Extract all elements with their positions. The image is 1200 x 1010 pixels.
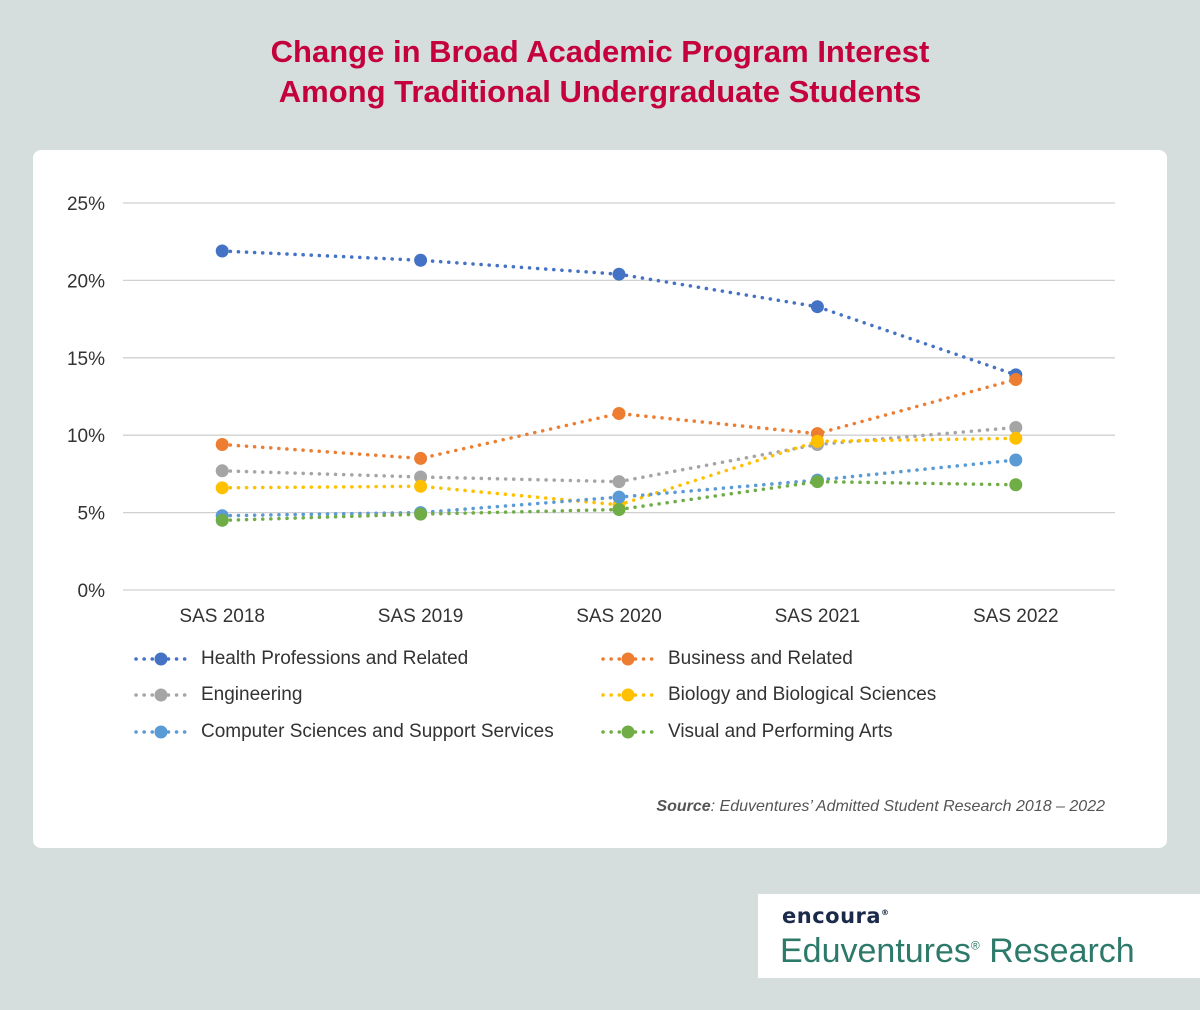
- legend-item: Health Professions and Related: [133, 647, 468, 671]
- legend-label: Health Professions and Related: [201, 648, 469, 669]
- data-point: [414, 470, 428, 484]
- legend-label: Biology and Biological Sciences: [668, 684, 937, 705]
- data-point: [612, 407, 626, 421]
- x-tick-label: SAS 2019: [378, 606, 464, 627]
- data-point: [612, 267, 626, 281]
- source-note: Source: Eduventures’ Admitted Student Re…: [656, 798, 1105, 816]
- brand-name: Eduventures: [780, 932, 971, 970]
- legend-swatch-marker: [154, 725, 168, 739]
- legend-swatch: [134, 725, 188, 739]
- data-point: [1009, 420, 1023, 434]
- legend-swatch-marker: [621, 725, 635, 739]
- data-point: [215, 513, 229, 527]
- data-point: [1009, 478, 1023, 492]
- data-point: [215, 244, 229, 258]
- data-point: [612, 475, 626, 489]
- y-tick-label: 0%: [78, 581, 106, 602]
- y-tick-label: 10%: [67, 426, 105, 447]
- encoura-logo: encoura®: [782, 904, 890, 928]
- data-point: [1009, 372, 1023, 386]
- data-point: [1009, 431, 1023, 445]
- legend-swatch-marker: [154, 652, 168, 666]
- data-point: [215, 437, 229, 451]
- data-point: [1009, 453, 1023, 467]
- y-tick-label: 5%: [78, 504, 106, 525]
- x-tick-label: SAS 2020: [576, 606, 662, 627]
- logo-text: encoura: [782, 904, 882, 928]
- data-point: [612, 503, 626, 517]
- legend-swatch: [601, 652, 655, 666]
- legend-label: Engineering: [201, 684, 303, 705]
- chart-title-line-2: Among Traditional Undergraduate Students: [278, 74, 922, 109]
- legend-swatch-marker: [154, 688, 168, 702]
- legend-label: Computer Sciences and Support Services: [201, 721, 554, 742]
- data-point: [414, 451, 428, 465]
- legend-swatch: [134, 688, 188, 702]
- data-point: [810, 434, 824, 448]
- eduventures-research-wordmark: Eduventures® Research: [780, 932, 1135, 970]
- chart-title-line-1: Change in Broad Academic Program Interes…: [270, 34, 930, 69]
- legend-swatch-marker: [621, 652, 635, 666]
- y-tick-label: 20%: [67, 271, 105, 292]
- y-tick-label: 15%: [67, 349, 105, 370]
- legend-item: Computer Sciences and Support Services: [133, 720, 554, 744]
- legend-item: Engineering: [133, 683, 302, 707]
- chart-card: 0% 5% 10% 15% 20% 25% SAS 2018 SAS 2019 SAS 2020…: [33, 150, 1167, 848]
- data-point: [414, 479, 428, 493]
- brand-box: encoura® Eduventures® Research: [758, 894, 1200, 978]
- line-chart: 0% 5% 10% 15% 20% 25% SAS 2018 SAS 2019 SAS 2020…: [67, 194, 1115, 627]
- legend-item: Visual and Performing Arts: [600, 720, 893, 744]
- x-tick-label: SAS 2018: [179, 606, 265, 627]
- legend-item: Biology and Biological Sciences: [600, 683, 936, 707]
- data-point: [612, 490, 626, 504]
- legend-swatch: [601, 688, 655, 702]
- legend-swatch: [134, 652, 188, 666]
- x-tick-label: SAS 2021: [775, 606, 861, 627]
- data-point: [215, 464, 229, 478]
- data-point: [810, 300, 824, 314]
- source-label: Source: [656, 798, 711, 815]
- legend-label: Visual and Performing Arts: [668, 721, 893, 742]
- data-point: [414, 507, 428, 521]
- legend-label: Business and Related: [668, 648, 853, 669]
- x-tick-label: SAS 2022: [973, 606, 1059, 627]
- brand-name-suffix: Research: [979, 932, 1135, 970]
- legend-item: Business and Related: [600, 647, 853, 671]
- legend-swatch-marker: [621, 688, 635, 702]
- y-tick-label: 25%: [67, 194, 105, 215]
- data-point: [810, 475, 824, 489]
- source-text: : Eduventures’ Admitted Student Research…: [710, 798, 1105, 815]
- legend-swatch: [601, 725, 655, 739]
- data-point: [215, 481, 229, 495]
- chart-title: Change in Broad Academic Program Interes…: [0, 32, 1200, 112]
- data-point: [414, 253, 428, 267]
